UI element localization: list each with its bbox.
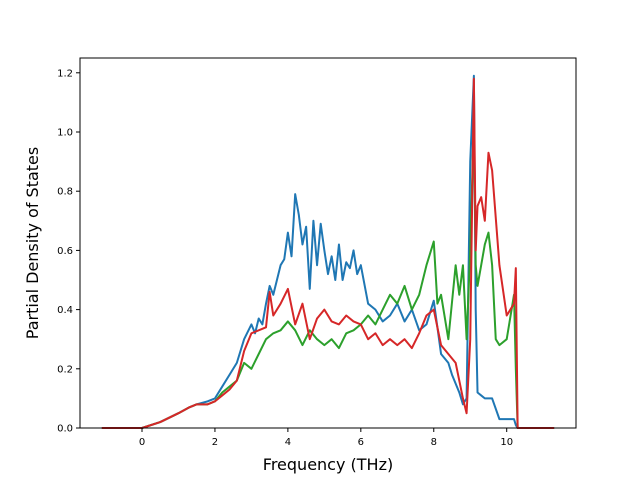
- x-tick-label: 2: [212, 437, 218, 448]
- y-tick-label: 1.2: [57, 68, 73, 79]
- series-line-3: [101, 77, 555, 429]
- y-tick-label: 0.8: [57, 187, 73, 198]
- x-axis-label: Frequency (THz): [263, 455, 393, 474]
- y-tick-label: 0.4: [57, 305, 73, 316]
- y-tick-label: 0.0: [57, 424, 73, 435]
- x-tick-label: 4: [285, 437, 291, 448]
- y-tick-label: 1.0: [57, 128, 73, 139]
- y-axis-label: Partial Density of States: [23, 147, 42, 339]
- x-axis-ticks: 0 2 4 6 8 10: [139, 428, 513, 448]
- x-tick-label: 8: [431, 437, 437, 448]
- plot-frame: [79, 57, 577, 429]
- x-tick-label: 10: [500, 437, 513, 448]
- x-tick-label: 0: [139, 437, 145, 448]
- y-axis-ticks: 0.0 0.2 0.4 0.6 0.8 1.0 1.2: [57, 68, 80, 435]
- y-tick-label: 0.2: [57, 364, 73, 375]
- x-tick-label: 6: [358, 437, 364, 448]
- series-layer: [101, 74, 555, 429]
- y-tick-label: 0.6: [57, 246, 73, 257]
